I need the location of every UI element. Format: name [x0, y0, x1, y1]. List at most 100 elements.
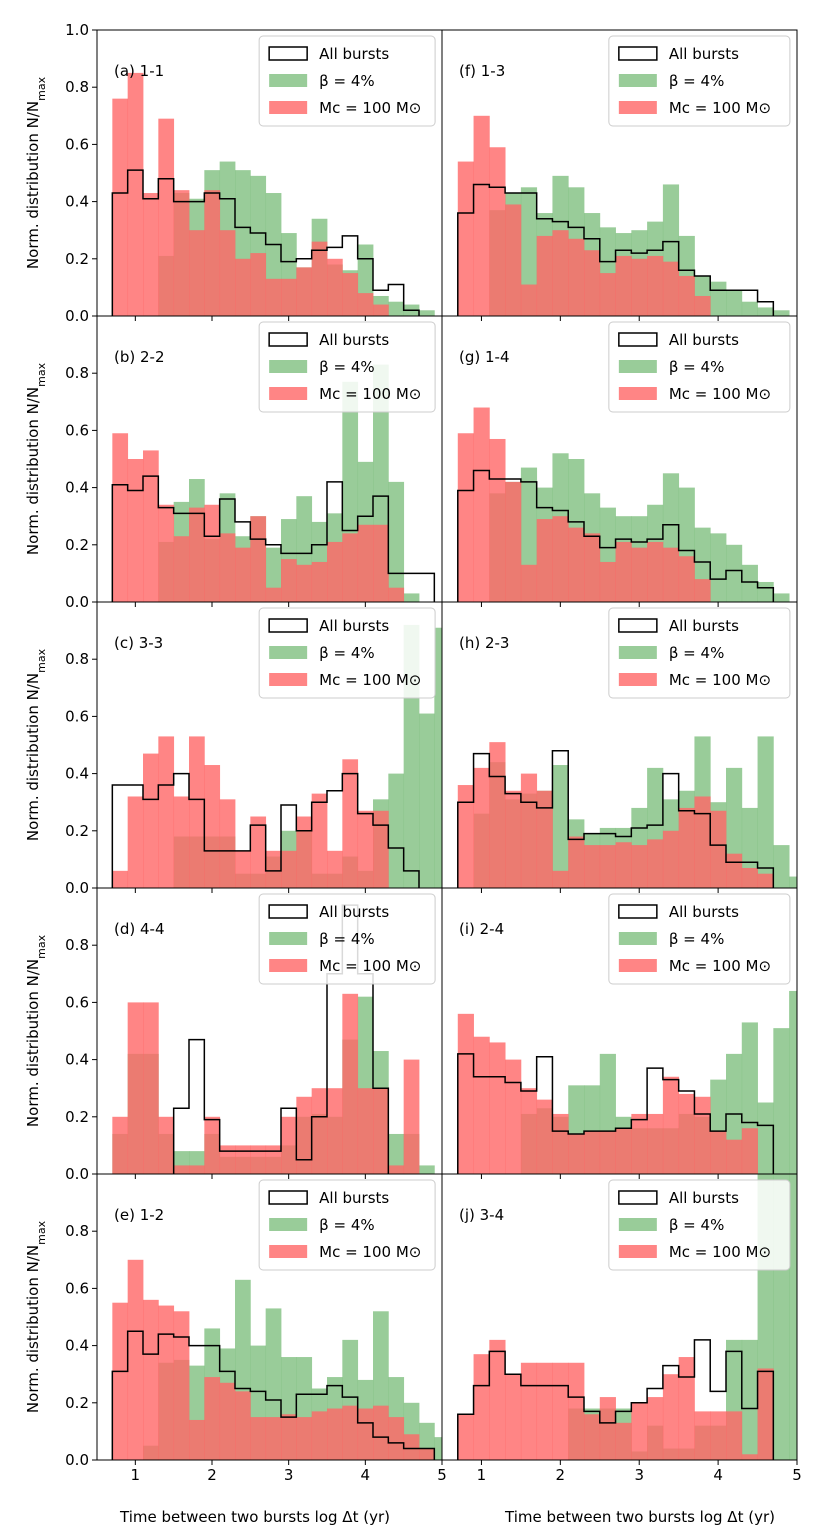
y-axis-label-sub: max [35, 934, 48, 958]
mc-bar [694, 295, 711, 316]
mc-bar [265, 850, 282, 888]
mc-bar [112, 870, 129, 888]
y-axis-label-main: Norm. distribution N/N [24, 101, 42, 269]
y-axis-label-main: Norm. distribution N/N [24, 1245, 42, 1413]
mc-bar [127, 459, 144, 602]
x-tick-label: 2 [207, 1466, 217, 1484]
mc-bar [741, 867, 758, 888]
mc-bar [342, 759, 359, 888]
mc-bar [662, 830, 680, 888]
x-tick-label: 2 [556, 1466, 566, 1484]
x-tick-label: 3 [634, 1466, 644, 1484]
mc-bar [357, 524, 374, 602]
mc-bar [536, 1099, 553, 1174]
mc-bar [505, 1374, 522, 1460]
legend-label: Mc = 100 M⊙ [669, 1243, 771, 1261]
mc-bar [158, 736, 175, 888]
mc-bar [631, 547, 648, 602]
mc-bar [489, 1042, 506, 1174]
mc-bar [296, 267, 313, 316]
legend-label: Mc = 100 M⊙ [319, 957, 421, 975]
y-tick-label: 0.2 [65, 1108, 89, 1126]
all-bursts-step [457, 469, 775, 602]
mc-bar [373, 1088, 389, 1174]
mc-bar [373, 304, 389, 316]
beta-bar [741, 301, 758, 316]
mc-bar [204, 765, 221, 888]
legend-label: β = 4% [319, 644, 374, 662]
mc-bar [158, 504, 175, 602]
mc-bar [710, 1411, 727, 1460]
mc-bar [235, 850, 251, 888]
mc-bar [568, 527, 585, 602]
mc-bar [127, 72, 144, 316]
y-axis-label: Norm. distribution N/Nmax [24, 1220, 48, 1413]
plot-area-b [111, 364, 436, 602]
mc-bar [219, 1382, 236, 1460]
mc-bar [281, 1116, 297, 1174]
x-tick-label: 5 [792, 1466, 802, 1484]
legend-label: All bursts [319, 1189, 389, 1207]
mc-bar [403, 1059, 420, 1174]
mc-bar [327, 850, 343, 888]
mc-bar [296, 1417, 313, 1460]
panel-g: (g) 1-4 All bursts β = 4% Mc = 100 M⊙ [441, 315, 798, 607]
mc-bar [662, 547, 680, 602]
panel-f: (f) 1-3 All bursts β = 4% Mc = 100 M⊙ [441, 29, 798, 321]
legend-swatch-fill [269, 673, 308, 686]
mc-bar [158, 118, 175, 316]
mc-bar [489, 1339, 506, 1460]
mc-bar [311, 793, 328, 888]
plot-area-f [457, 115, 790, 316]
y-axis-label-sub: max [35, 362, 48, 386]
beta-bar [710, 533, 727, 602]
mc-bar [726, 1139, 743, 1174]
mc-bar [189, 507, 205, 602]
mc-bar [112, 433, 129, 602]
mc-bar [265, 1145, 282, 1174]
panel-label: (a) 1-1 [114, 62, 164, 80]
legend-swatch-fill [618, 959, 657, 972]
mc-bar [584, 845, 601, 888]
mc-bar [552, 230, 569, 316]
all-bursts-step [111, 169, 420, 316]
legend-label: β = 4% [669, 1216, 724, 1234]
panel-label: (d) 4-4 [114, 920, 165, 938]
beta-bar [773, 845, 790, 888]
mc-bar [757, 1368, 774, 1460]
mc-bar [219, 799, 236, 888]
y-axis-label: Norm. distribution N/Nmax [24, 362, 48, 555]
plot-area-g [457, 407, 790, 602]
mc-bar [694, 1096, 711, 1174]
plot-area-i [457, 990, 830, 1174]
mc-bar [741, 1128, 758, 1174]
panel-label: (i) 2-4 [459, 920, 504, 938]
beta-bar [434, 627, 442, 888]
mc-bar [265, 1417, 282, 1460]
mc-bar [520, 564, 538, 602]
mc-bar [158, 1305, 175, 1460]
mc-bar [373, 524, 389, 602]
y-tick-label: 0.0 [65, 1165, 89, 1183]
x-tick-label: 5 [437, 1466, 447, 1484]
mc-bar [388, 587, 405, 602]
y-tick-label: 0.8 [65, 650, 89, 668]
y-tick-label: 0.4 [65, 1051, 89, 1069]
mc-bar [281, 1414, 297, 1460]
mc-bar [143, 1002, 159, 1174]
legend: All bursts β = 4% Mc = 100 M⊙ [608, 607, 791, 699]
plot-area-h [457, 736, 797, 888]
axes-frame-j [441, 1173, 798, 1461]
legend-label: All bursts [319, 45, 389, 63]
beta-bar [821, 1114, 830, 1174]
beta-bar [419, 1165, 435, 1174]
legend-swatch-fill [269, 101, 308, 114]
panel-b: 0.0 0.2 0.4 0.6 0.8 (b) 2-2 All bursts β = 4% Mc… [65, 315, 443, 611]
y-tick-label: 0.4 [65, 479, 89, 497]
mc-bar [357, 1408, 374, 1460]
legend-swatch-fill [269, 74, 308, 87]
y-axis-label: Norm. distribution N/Nmax [24, 76, 48, 269]
legend: All bursts β = 4% Mc = 100 M⊙ [258, 35, 436, 127]
mc-bar [373, 1405, 389, 1460]
